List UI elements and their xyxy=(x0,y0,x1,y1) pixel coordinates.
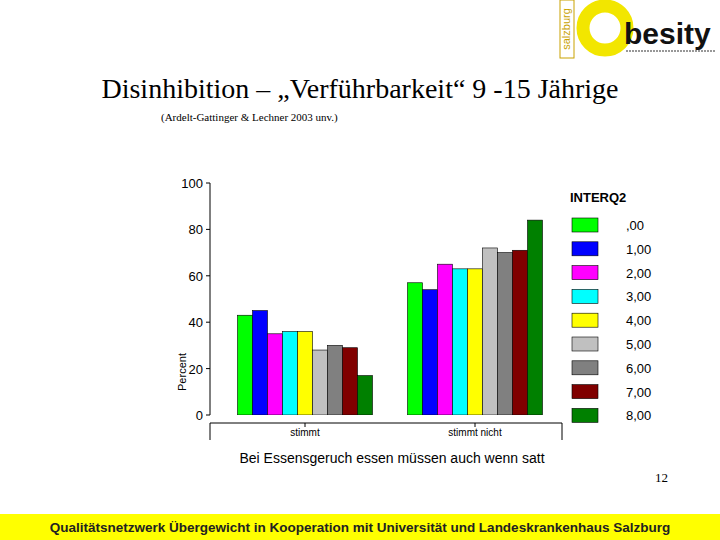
y-tick xyxy=(206,229,210,230)
bar xyxy=(483,248,498,415)
bar xyxy=(268,334,283,415)
slide: salzburg besityDisinhibition – „Verführba… xyxy=(0,0,720,540)
y-tick xyxy=(206,368,210,369)
x-axis-end xyxy=(562,423,563,440)
background xyxy=(0,0,720,540)
legend-label: 6,00 xyxy=(626,361,651,376)
bar xyxy=(253,311,268,415)
legend-swatch xyxy=(572,289,598,303)
y-tick-label: 40 xyxy=(189,315,203,330)
legend-label: ,00 xyxy=(626,218,644,233)
legend-label: 1,00 xyxy=(626,242,651,257)
x-tick-label: stimmt nicht xyxy=(448,427,502,438)
y-tick xyxy=(206,322,210,323)
y-tick-label: 0 xyxy=(196,408,203,423)
legend-label: 2,00 xyxy=(626,266,651,281)
bar xyxy=(298,331,313,415)
y-tick-label: 20 xyxy=(189,362,203,377)
bar xyxy=(238,315,253,415)
legend-label: 7,00 xyxy=(626,385,651,400)
bar xyxy=(468,269,483,415)
legend-label: 3,00 xyxy=(626,289,651,304)
bar xyxy=(453,269,468,415)
footer-text: Qualitätsnetzwerk Übergewicht in Koopera… xyxy=(50,520,670,535)
legend-swatch xyxy=(572,408,598,422)
bar xyxy=(343,348,358,415)
legend-title: INTERQ2 xyxy=(570,190,626,205)
bar xyxy=(283,331,298,415)
bar xyxy=(423,290,438,415)
x-axis-label: Bei Essensgeruch essen müssen auch wenn … xyxy=(239,450,544,466)
bar xyxy=(438,264,453,415)
subtitle: (Ardelt-Gattinger & Lechner 2003 unv.) xyxy=(161,111,338,124)
legend-label: 5,00 xyxy=(626,337,651,352)
title: Disinhibition – „Verführbarkeit“ 9 -15 J… xyxy=(101,73,618,104)
bar xyxy=(313,350,328,415)
y-tick xyxy=(206,415,210,416)
legend-swatch xyxy=(572,361,598,375)
logo-box xyxy=(560,0,574,58)
legend-swatch xyxy=(572,218,598,232)
bars xyxy=(238,220,543,415)
legend-swatch xyxy=(572,242,598,256)
bar xyxy=(328,345,343,415)
page-number: 12 xyxy=(655,470,668,485)
y-axis xyxy=(210,183,211,415)
x-axis xyxy=(210,423,562,424)
logo-circle xyxy=(583,6,627,50)
bar xyxy=(528,220,543,415)
legend-swatch xyxy=(572,337,598,351)
y-tick-label: 100 xyxy=(181,176,203,191)
bar xyxy=(498,253,513,415)
bar xyxy=(358,376,373,415)
legend-label: 8,00 xyxy=(626,408,651,423)
y-tick xyxy=(206,275,210,276)
footer-bar xyxy=(0,514,720,540)
y-tick xyxy=(206,183,210,184)
logo-underline xyxy=(626,50,716,52)
legend-swatch xyxy=(572,385,598,399)
y-tick-label: 80 xyxy=(189,222,203,237)
legend-swatch xyxy=(572,266,598,280)
x-tick-label: stimmt xyxy=(290,427,320,438)
logo-word: besity xyxy=(624,17,711,50)
bar xyxy=(408,283,423,415)
legend-swatch xyxy=(572,313,598,327)
y-tick-label: 60 xyxy=(189,269,203,284)
bar xyxy=(513,250,528,415)
y-axis-label: Percent xyxy=(176,353,188,391)
x-axis-start xyxy=(210,423,211,440)
legend-label: 4,00 xyxy=(626,313,651,328)
logo-vertical: salzburg xyxy=(560,8,572,50)
